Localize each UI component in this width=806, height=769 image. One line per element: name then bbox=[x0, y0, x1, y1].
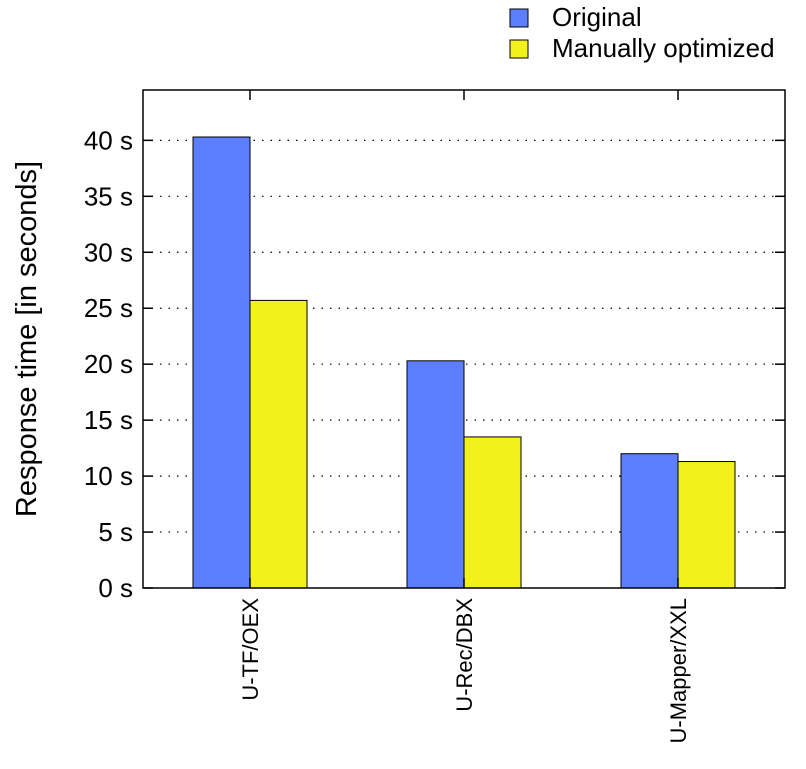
y-tick-label: 5 s bbox=[98, 517, 133, 547]
y-tick-label: 25 s bbox=[84, 293, 133, 323]
axis-labels: 0 s 5 s 10 s 15 s 20 s 25 s 30 s 35 s 40 s U-TF/O… bbox=[84, 125, 691, 743]
legend-label: Manually optimized bbox=[552, 33, 775, 63]
y-tick-label: 15 s bbox=[84, 405, 133, 435]
legend-swatch bbox=[509, 8, 529, 28]
bar bbox=[249, 299, 308, 589]
axis-ticks bbox=[143, 90, 785, 589]
bars bbox=[192, 136, 736, 589]
y-tick-label: 20 s bbox=[84, 349, 133, 379]
x-tick-label: U-TF/OEX bbox=[238, 598, 263, 701]
y-tick-label: 35 s bbox=[84, 181, 133, 211]
legend-swatch bbox=[509, 39, 529, 59]
legend-label: Original bbox=[552, 2, 642, 32]
y-axis-title: Response time [in seconds] bbox=[11, 161, 43, 517]
y-tick-label: 40 s bbox=[84, 125, 133, 155]
x-tick-label: U-Mapper/XXL bbox=[666, 598, 691, 744]
bar bbox=[406, 360, 465, 589]
y-tick-label: 30 s bbox=[84, 237, 133, 267]
bar bbox=[620, 453, 679, 589]
bar bbox=[192, 136, 251, 589]
y-tick-label: 10 s bbox=[84, 461, 133, 491]
bar bbox=[463, 436, 522, 589]
y-tick-label: 0 s bbox=[98, 573, 133, 603]
x-tick-label: U-Rec/DBX bbox=[452, 598, 477, 712]
bar bbox=[677, 461, 736, 589]
